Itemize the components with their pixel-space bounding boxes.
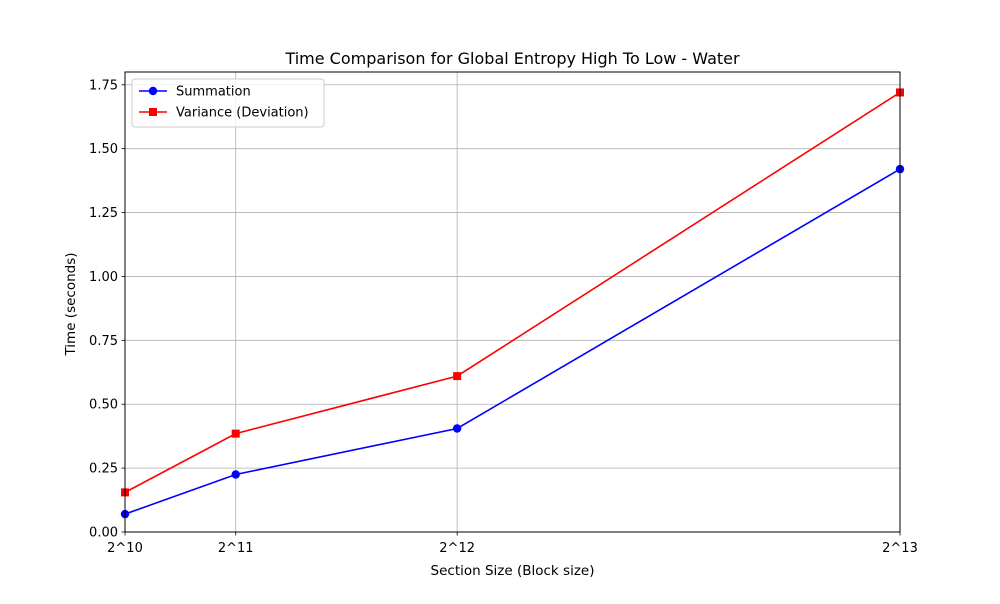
plot-frame <box>124 71 901 533</box>
data-point <box>231 429 240 438</box>
series-layer <box>120 88 905 519</box>
data-point <box>231 470 240 479</box>
legend-label: Summation <box>176 85 251 100</box>
legend-marker <box>149 108 157 116</box>
x-tick-label: 2^13 <box>882 541 918 556</box>
series-1 <box>121 88 904 497</box>
legend-label: Variance (Deviation) <box>176 106 309 121</box>
y-tick-label: 1.50 <box>89 142 118 157</box>
data-point <box>452 424 462 433</box>
y-axis-label: Time (seconds) <box>63 252 79 356</box>
grid-lines <box>124 72 901 533</box>
legend-marker <box>148 86 158 96</box>
y-tick-label: 1.25 <box>89 206 118 221</box>
data-point <box>453 372 462 381</box>
x-axis-label: Section Size (Block size) <box>431 563 595 579</box>
legend-item: Variance (Deviation) <box>139 106 309 121</box>
x-tick-label: 2^10 <box>107 541 143 556</box>
chart-title: Time Comparison for Global Entropy High … <box>284 49 740 68</box>
series-line <box>124 168 901 515</box>
x-tick-label: 2^12 <box>439 541 475 556</box>
y-tick-label: 0.75 <box>89 334 118 349</box>
legend-box <box>131 78 325 128</box>
legend-item: Summation <box>139 85 251 100</box>
y-tick-label: 0.25 <box>89 462 118 477</box>
axis-ticks: 0.00 0.25 0.50 0.75 1.00 1.25 1.50 1.75 2^10 2^11… <box>89 78 918 556</box>
y-tick-label: 0.00 <box>89 526 118 541</box>
y-tick-label: 1.75 <box>89 78 118 93</box>
series-line <box>124 91 901 494</box>
legend: Summation Variance (Deviation) <box>131 78 325 128</box>
series-0 <box>120 164 905 519</box>
y-tick-label: 0.50 <box>89 398 118 413</box>
x-tick-label: 2^11 <box>218 541 254 556</box>
y-tick-label: 1.00 <box>89 270 118 285</box>
